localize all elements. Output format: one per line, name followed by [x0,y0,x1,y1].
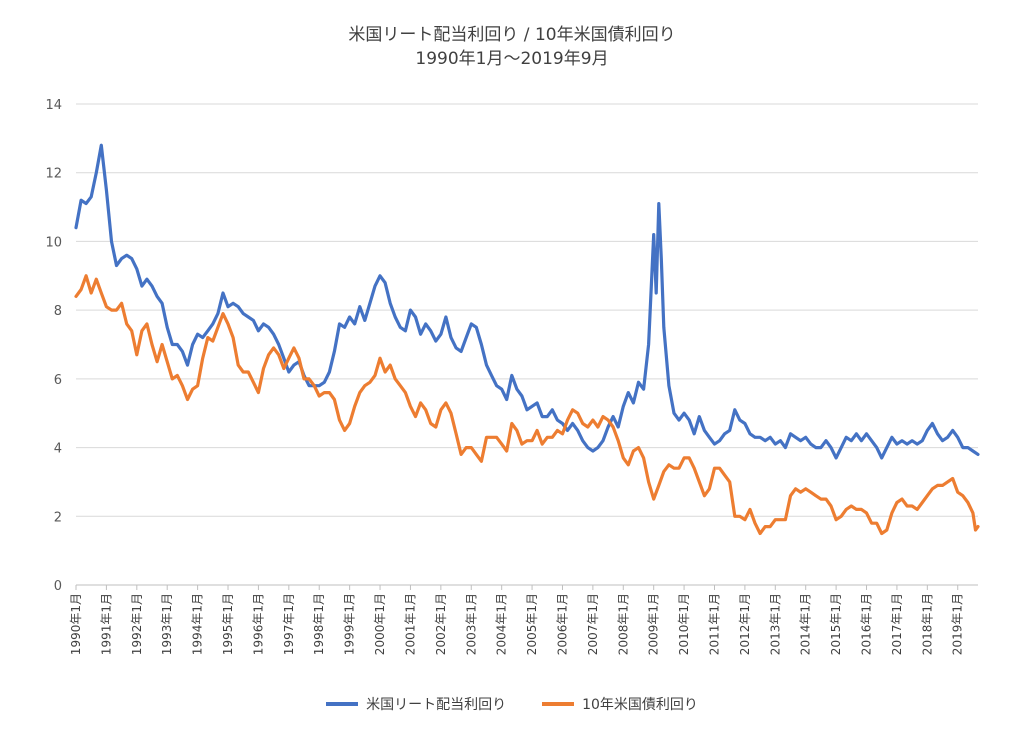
x-tick-label-1996: 1996年1月 [251,593,265,655]
y-axis: 0 2 4 6 8 10 12 14 [45,98,62,594]
x-tick-label-2003: 2003年1月 [464,593,478,655]
series-lines [74,143,980,536]
x-tick-label-2015: 2015年1月 [829,593,843,655]
legend-swatch-treasury [542,702,575,706]
series-line-reit-yield [74,143,980,460]
x-tick-label-2005: 2005年1月 [525,593,539,655]
y-tick-label-0: 0 [54,579,62,594]
x-tick-label-2013: 2013年1月 [768,593,782,655]
x-tick-label-2000: 2000年1月 [373,593,387,655]
x-tick-label-2018: 2018年1月 [920,593,934,655]
x-tick-label-2016: 2016年1月 [860,593,874,655]
chart-subtitle: 1990年1月～2019年9月 [415,49,609,69]
x-tick-label-2017: 2017年1月 [890,593,904,655]
legend-label-treasury: 10年米国債利回り [582,697,698,713]
x-tick-label-2014: 2014年1月 [799,593,813,655]
legend-swatch-reit [326,702,359,706]
chart-title: 米国リート配当利回り / 10年米国債利回り [348,25,676,45]
y-tick-label-4: 4 [54,442,62,457]
legend-item-treasury: 10年米国債利回り [542,694,698,714]
x-tick-label-1991: 1991年1月 [99,593,113,655]
x-tick-label-2009: 2009年1月 [647,593,661,655]
legend: 米国リート配当利回り 10年米国債利回り [0,694,1024,714]
x-tick-label-2004: 2004年1月 [495,593,509,655]
y-tick-label-14: 14 [45,98,62,113]
x-tick-label-1998: 1998年1月 [312,593,326,655]
x-tick-label-1994: 1994年1月 [191,593,205,655]
y-tick-label-2: 2 [54,510,62,525]
y-tick-label-12: 12 [45,167,62,182]
legend-item-reit: 米国リート配当利回り [326,694,506,714]
x-tick-label-2019: 2019年1月 [951,593,965,655]
x-tick-label-2001: 2001年1月 [403,593,417,655]
x-tick-label-2010: 2010年1月 [677,593,691,655]
y-tick-label-8: 8 [54,304,62,319]
x-tick-label-1997: 1997年1月 [282,593,296,655]
x-tick-label-1993: 1993年1月 [160,593,174,655]
x-tick-label-2007: 2007年1月 [586,593,600,655]
x-tick-label-2008: 2008年1月 [616,593,630,655]
x-axis: 1990年1月 1991年1月 1992年1月 1993年1月 1994年1月 1995年… [69,584,978,655]
x-tick-label-1995: 1995年1月 [221,593,235,655]
x-tick-label-2012: 2012年1月 [738,593,752,655]
x-tick-label-1990: 1990年1月 [69,593,83,655]
x-tick-label-1999: 1999年1月 [343,593,357,655]
y-tick-label-10: 10 [45,235,62,250]
x-tick-label-2011: 2011年1月 [707,593,721,655]
x-tick-label-2006: 2006年1月 [555,593,569,655]
y-tick-label-6: 6 [54,373,62,388]
x-tick-label-1992: 1992年1月 [130,593,144,655]
x-tick-label-2002: 2002年1月 [434,593,448,655]
series-line-treasury-10y [74,274,980,536]
legend-label-reit: 米国リート配当利回り [366,697,507,713]
